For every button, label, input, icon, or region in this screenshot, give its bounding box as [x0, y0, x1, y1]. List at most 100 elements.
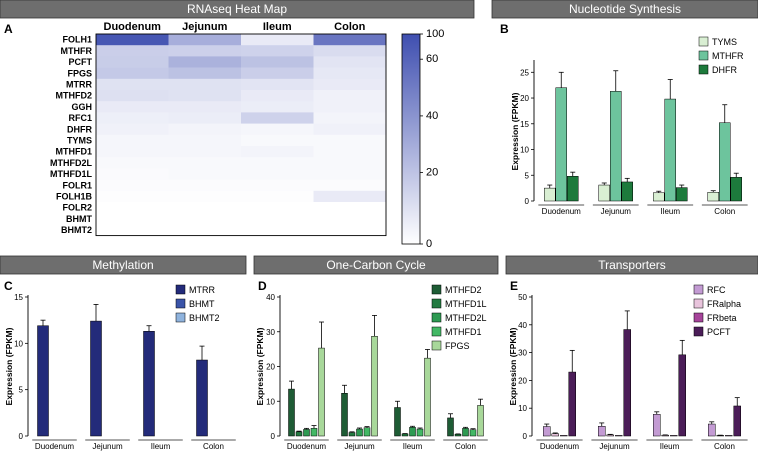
- y-tick-label-0: 0: [525, 197, 530, 206]
- heatmap-row-label-fpgs: FPGS: [67, 68, 92, 78]
- heatmap-row-label-bhmt: BHMT: [66, 214, 92, 224]
- bar-frbeta-duodenum: [560, 435, 568, 437]
- legend-label-mthfd2: MTHFD2: [445, 285, 482, 295]
- heatmap-cell-mtrr-ileum: [241, 78, 314, 91]
- bar-mthfd2-colon: [447, 417, 454, 437]
- onecarbon-chart: 0 10 20 30 40 Expression (FPKM) Duodenum Jejunu…: [255, 284, 488, 451]
- heatmap-row-label-mtrr: MTRR: [66, 80, 92, 90]
- category-label-ileum: Ileum: [660, 442, 680, 451]
- bar-mthfr-duodenum: [555, 87, 567, 202]
- heatmap-row-label-mthfd1l: MTHFD1L: [50, 169, 92, 179]
- heatmap-cell-mthfd2l-colon: [313, 157, 387, 169]
- y-tick-label-0: 0: [523, 432, 528, 441]
- category-label-duodenum: Duodenum: [540, 442, 579, 451]
- colorbar-tick-label-0: 0: [426, 238, 432, 250]
- heatmap-cell-rfc1-jejunum: [168, 112, 242, 124]
- legend-label-tyms: TYMS: [712, 37, 737, 47]
- y-tick-label-0: 0: [271, 432, 276, 441]
- category-label-jejunum: Jejunum: [599, 442, 630, 451]
- bar-dhfr-colon: [730, 177, 742, 202]
- category-label-ileum: Ileum: [660, 207, 680, 216]
- heatmap-cell-mthfd1l-duodenum: [96, 168, 169, 180]
- heatmap-cell-mthfd1-colon: [313, 146, 387, 158]
- header-nucleotide: Nucleotide Synthesis: [491, 0, 758, 19]
- heatmap-row-label-rfc1: RFC1: [68, 113, 92, 123]
- heatmap-cell-tyms-jejunum: [168, 134, 242, 147]
- heatmap-cell-dhfr-jejunum: [168, 123, 242, 136]
- heatmap-cell-mthfd1l-jejunum: [168, 168, 242, 180]
- heatmap-colorbar: [401, 33, 421, 245]
- y-tick-label-15: 15: [14, 293, 23, 302]
- header-heatmap-text: RNAseq Heat Map: [187, 2, 287, 16]
- bar-frbeta-jejunum: [615, 435, 623, 437]
- bar-mthfd2-ileum: [394, 407, 401, 437]
- bar-mtrr-jejunum: [90, 320, 102, 437]
- y-axis-label: Expression (FPKM): [508, 327, 518, 405]
- heatmap-cell-mthfr-ileum: [241, 45, 314, 57]
- heatmap-cell-mthfd1l-ileum: [241, 168, 314, 180]
- heatmap-row-label-mthfd1: MTHFD1: [56, 147, 93, 157]
- bar-rfc-ileum: [653, 414, 661, 437]
- colorbar-tick-label-100: 100: [426, 28, 444, 40]
- bar-rfc-colon: [708, 423, 716, 437]
- legend-label-mthfd1: MTHFD1: [445, 327, 482, 337]
- header-methylation: Methylation: [0, 255, 247, 275]
- bar-fralpha-ileum: [661, 434, 669, 437]
- category-label-duodenum: Duodenum: [287, 442, 326, 451]
- legend-label-rfc: RFC: [707, 285, 726, 295]
- legend-swatch-fralpha: [693, 298, 704, 309]
- category-label-colon: Colon: [203, 442, 224, 451]
- legend-label-frbeta: FRbeta: [707, 313, 737, 323]
- bar-dhfr-jejunum: [621, 181, 633, 202]
- panel-letter-b: B: [500, 22, 509, 36]
- header-onecarbon-text: One-Carbon Cycle: [326, 258, 426, 272]
- bar-tyms-jejunum: [598, 184, 610, 202]
- bar-mthfd1-duodenum: [310, 428, 318, 437]
- legend-swatch-frbeta: [693, 312, 704, 323]
- colorbar-tick-label-60: 60: [426, 53, 438, 65]
- bar-pcft-ileum: [678, 354, 686, 437]
- legend-label-pcft: PCFT: [707, 327, 731, 337]
- heatmap-cell-mthfr-jejunum: [168, 45, 242, 57]
- heatmap-cell-mthfd2-jejunum: [168, 90, 242, 102]
- heatmap-cell-mthfd1-duodenum: [96, 146, 169, 158]
- heatmap-row-label-folr1: FOLR1: [62, 180, 92, 190]
- heatmap-cell-ggh-colon: [313, 101, 387, 113]
- bar-mthfr-ileum: [664, 98, 676, 202]
- legend-label-dhfr: DHFR: [712, 65, 737, 75]
- header-heatmap: RNAseq Heat Map: [0, 0, 475, 19]
- header-transporters: Transporters: [505, 255, 758, 275]
- bar-mthfd1-ileum: [416, 428, 424, 437]
- bar-pcft-jejunum: [623, 329, 631, 437]
- bar-fpgs-ileum: [424, 357, 431, 437]
- heatmap-col-label-jejunum: Jejunum: [182, 21, 227, 33]
- bar-fralpha-jejunum: [606, 434, 614, 437]
- heatmap-cell-dhfr-ileum: [241, 123, 314, 136]
- bar-tyms-ileum: [653, 192, 665, 202]
- legend-swatch-fpgs: [431, 340, 442, 351]
- heatmap-cell-pcft-jejunum: [168, 56, 242, 68]
- heatmap-cell-mthfd2-duodenum: [96, 90, 169, 102]
- heatmap-cell-folr1-jejunum: [168, 179, 242, 192]
- heatmap-cell-tyms-duodenum: [96, 134, 169, 147]
- heatmap-cell-folr2-ileum: [241, 202, 314, 214]
- heatmap-cell-folh1-colon: [313, 34, 387, 46]
- y-axis-label: Expression (FPKM): [255, 327, 265, 405]
- heatmap-cell-mthfr-colon: [313, 45, 387, 57]
- legend-swatch-mthfd1l: [431, 298, 442, 309]
- bar-fralpha-duodenum: [551, 433, 559, 437]
- heatmap-cell-mtrr-jejunum: [168, 78, 242, 91]
- bar-mtrr-colon: [196, 359, 208, 437]
- legend-swatch-mtrr: [175, 284, 186, 295]
- bar-fpgs-duodenum: [318, 347, 325, 437]
- bar-rfc-jejunum: [598, 426, 606, 437]
- bar-mthfd2l-duodenum: [303, 429, 310, 437]
- category-label-duodenum: Duodenum: [35, 442, 74, 451]
- heatmap-row-label-dhfr: DHFR: [67, 124, 92, 134]
- heatmap-row-label-tyms: TYMS: [67, 136, 92, 146]
- heatmap-cell-mthfr-duodenum: [96, 45, 169, 57]
- legend-swatch-bhmt: [175, 298, 186, 309]
- heatmap-cell-bhmt-jejunum: [168, 213, 242, 225]
- legend-swatch-mthfd2l: [431, 312, 442, 323]
- category-label-jejunum: Jejunum: [344, 442, 375, 451]
